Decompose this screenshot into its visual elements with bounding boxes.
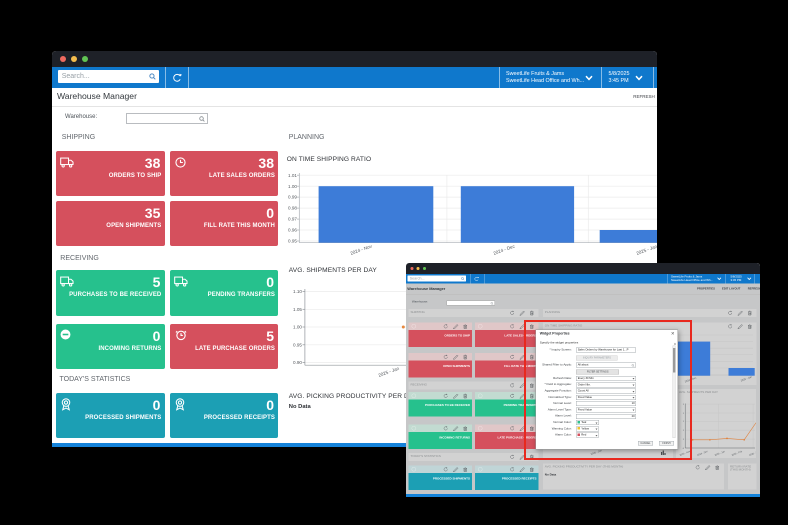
svg-text:2025 - Jan: 2025 - Jan xyxy=(636,244,657,256)
svg-text:0.95: 0.95 xyxy=(288,239,297,244)
svg-text:2024 - Nov: 2024 - Nov xyxy=(350,243,373,256)
svg-text:1.00: 1.00 xyxy=(288,184,297,189)
svg-text:1: 1 xyxy=(683,421,685,423)
svg-text:0.99: 0.99 xyxy=(288,195,297,200)
svg-text:1: 1 xyxy=(683,430,685,432)
svg-text:2025 - Mar: 2025 - Mar xyxy=(749,449,756,456)
svg-text:2024 - Dec: 2024 - Dec xyxy=(697,450,709,456)
svg-text:2024 - Nov: 2024 - Nov xyxy=(680,450,692,456)
svg-text:0.98: 0.98 xyxy=(288,206,297,211)
svg-text:1.00: 1.00 xyxy=(293,325,302,330)
svg-text:0.95: 0.95 xyxy=(293,342,302,347)
svg-text:1.01: 1.01 xyxy=(288,173,297,178)
svg-text:1: 1 xyxy=(683,404,685,406)
svg-text:1.05: 1.05 xyxy=(293,307,302,312)
svg-text:1.10: 1.10 xyxy=(293,289,302,294)
svg-text:2025 - Jan: 2025 - Jan xyxy=(740,375,753,382)
svg-text:1: 1 xyxy=(683,412,685,414)
svg-text:2025 - Jan: 2025 - Jan xyxy=(590,448,603,455)
svg-text:0.90: 0.90 xyxy=(293,360,302,365)
svg-text:2024 - Dec: 2024 - Dec xyxy=(493,243,516,256)
svg-text:0: 0 xyxy=(683,447,685,449)
svg-text:2025 - Jan: 2025 - Jan xyxy=(378,366,401,378)
svg-text:0.97: 0.97 xyxy=(288,217,297,222)
svg-text:0.96: 0.96 xyxy=(288,228,297,233)
svg-text:2025 - Feb: 2025 - Feb xyxy=(732,450,744,456)
svg-text:1: 1 xyxy=(683,439,685,441)
svg-text:2025 - Jan: 2025 - Jan xyxy=(715,450,726,456)
